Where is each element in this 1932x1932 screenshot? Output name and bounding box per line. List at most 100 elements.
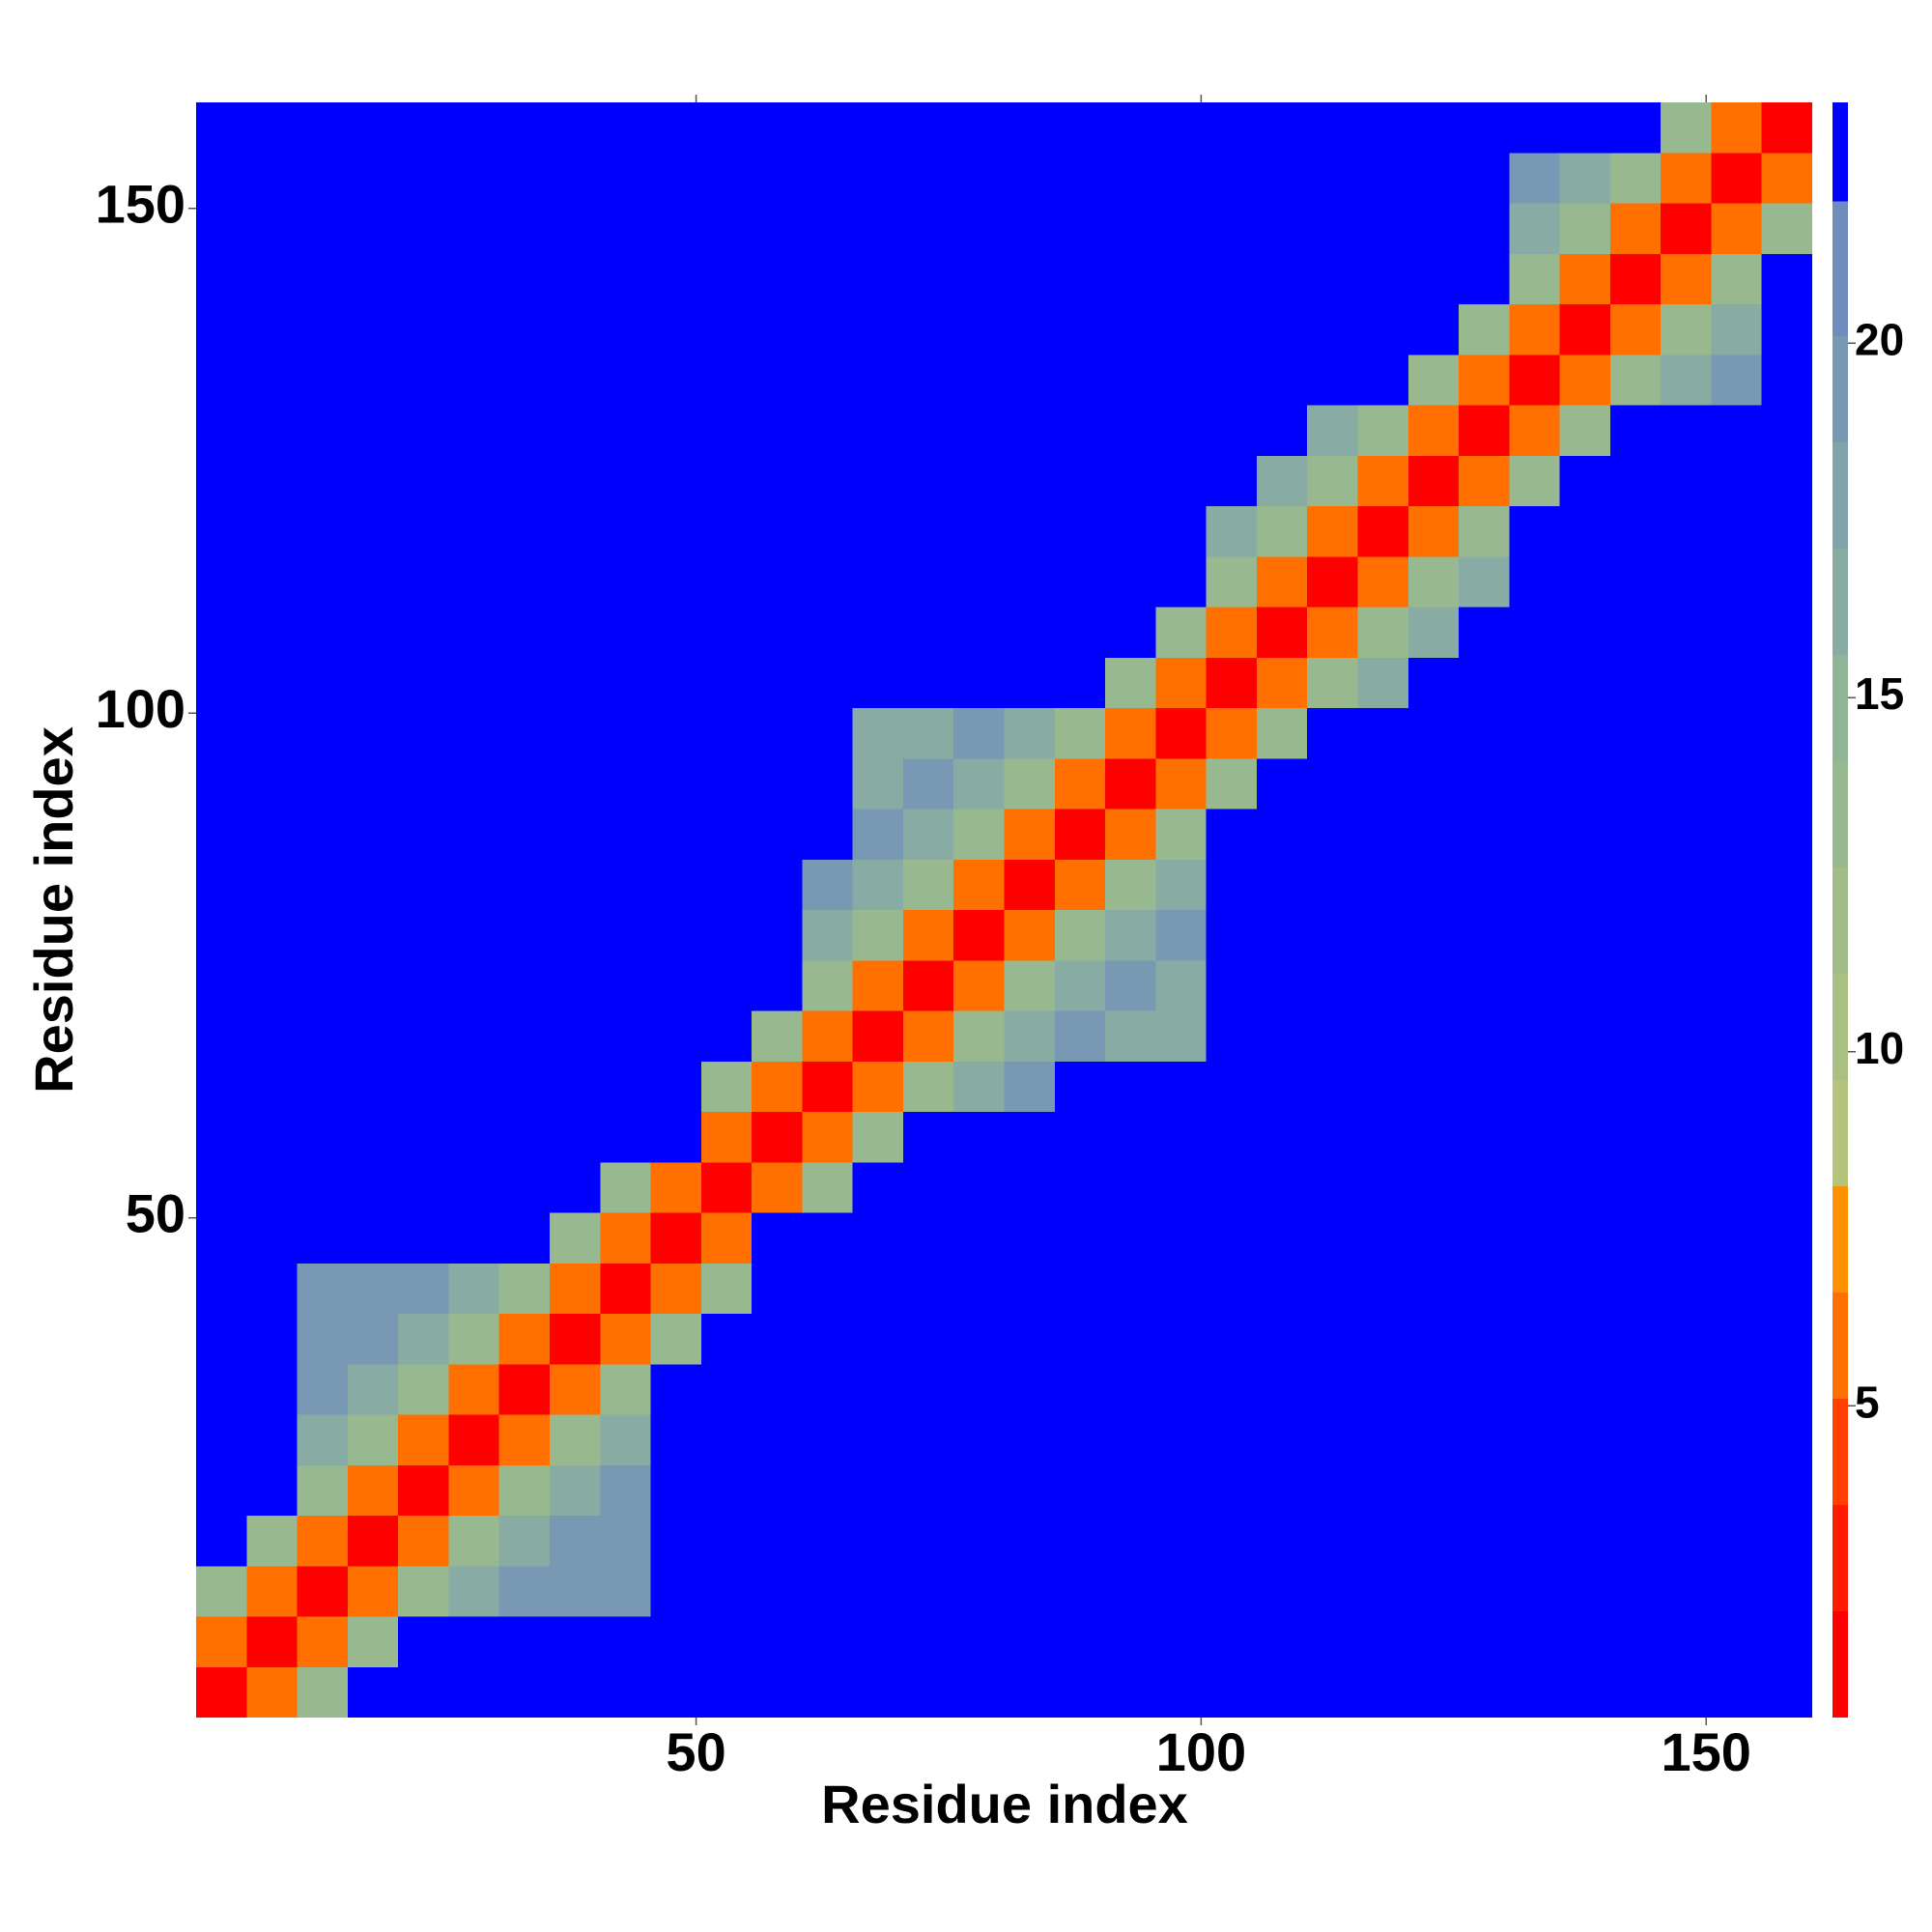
heatmap-cell: [398, 809, 449, 860]
heatmap-cell: [347, 455, 399, 506]
heatmap-cell: [1105, 758, 1156, 810]
heatmap-cell: [1105, 405, 1156, 456]
heatmap-cell: [1105, 203, 1156, 254]
heatmap-cell: [752, 253, 803, 304]
heatmap-cell: [953, 708, 1005, 759]
heatmap-cell: [1004, 1263, 1055, 1314]
heatmap-cell: [902, 405, 954, 456]
heatmap-cell: [1357, 657, 1408, 708]
heatmap-cell: [802, 355, 853, 406]
heatmap-cell: [1407, 556, 1460, 608]
heatmap-cell: [600, 1314, 651, 1365]
heatmap-cell: [650, 708, 701, 759]
heatmap-cell: [1609, 809, 1662, 860]
x-axis-title: Residue index: [821, 1774, 1188, 1834]
heatmap-cell: [802, 102, 853, 154]
heatmap-cell: [1307, 455, 1358, 506]
heatmap-cell: [1004, 506, 1055, 557]
heatmap-cell: [650, 1061, 701, 1112]
heatmap-cell: [1256, 1263, 1308, 1314]
heatmap-cell: [549, 1364, 601, 1415]
heatmap-cell: [498, 405, 550, 456]
heatmap-cell: [448, 1516, 499, 1567]
heatmap-cell: [347, 910, 399, 961]
heatmap-cell: [1307, 1314, 1358, 1365]
heatmap-cell: [1559, 1212, 1610, 1264]
heatmap-cell: [1004, 102, 1055, 154]
heatmap-cell: [953, 102, 1005, 154]
heatmap-cell: [196, 506, 247, 557]
heatmap-cell: [1761, 809, 1812, 860]
heatmap-cell: [1307, 1162, 1358, 1213]
heatmap-cell: [1206, 1414, 1257, 1465]
heatmap-cell: [953, 657, 1005, 708]
heatmap-cell: [347, 1666, 399, 1718]
heatmap-cell: [700, 556, 753, 608]
heatmap-cell: [448, 859, 499, 910]
heatmap-cell: [1711, 1464, 1762, 1516]
heatmap-cell: [1609, 1414, 1662, 1465]
heatmap-cell: [852, 153, 903, 204]
heatmap-cell: [549, 708, 601, 759]
heatmap-cell: [700, 1162, 753, 1213]
heatmap-cell: [1054, 1464, 1106, 1516]
heatmap-cell: [398, 960, 449, 1011]
heatmap-cell: [1256, 1061, 1308, 1112]
heatmap-cell: [650, 1162, 701, 1213]
heatmap-cell: [448, 304, 499, 355]
heatmap-cell: [1407, 304, 1460, 355]
heatmap-cell: [1357, 1666, 1408, 1718]
heatmap-cell: [1004, 1212, 1055, 1264]
heatmap-cell: [752, 758, 803, 810]
heatmap-cell: [802, 960, 853, 1011]
colorbar-segment: [1833, 1186, 1848, 1293]
heatmap-cell: [1711, 758, 1762, 810]
heatmap-cell: [1256, 556, 1308, 608]
heatmap-cell: [297, 1464, 348, 1516]
heatmap-cell: [1105, 304, 1156, 355]
heatmap-cell: [297, 657, 348, 708]
heatmap-cell: [802, 1566, 853, 1617]
heatmap-cell: [1054, 304, 1106, 355]
heatmap-cell: [1004, 253, 1055, 304]
heatmap-cell: [600, 1516, 651, 1567]
heatmap-cell: [1054, 1010, 1106, 1062]
heatmap-cell: [196, 1112, 247, 1163]
heatmap-cell: [1559, 657, 1610, 708]
heatmap-cell: [196, 910, 247, 961]
heatmap-cell: [1357, 1112, 1408, 1163]
heatmap-cell: [1761, 102, 1812, 154]
heatmap-cell: [549, 1464, 601, 1516]
heatmap-cell: [1761, 304, 1812, 355]
heatmap-cell: [1459, 657, 1510, 708]
heatmap-cell: [752, 1162, 803, 1213]
heatmap-cell: [549, 203, 601, 254]
heatmap-cell: [1256, 657, 1308, 708]
heatmap-cell: [1559, 1364, 1610, 1415]
heatmap-cell: [1307, 859, 1358, 910]
heatmap-cell: [398, 253, 449, 304]
heatmap-cell: [347, 355, 399, 406]
heatmap-cell: [1004, 203, 1055, 254]
heatmap-cell: [1609, 304, 1662, 355]
heatmap-cell: [1559, 607, 1610, 658]
heatmap-cell: [752, 1061, 803, 1112]
heatmap-cell: [1559, 1061, 1610, 1112]
heatmap-cell: [1357, 355, 1408, 406]
heatmap-cell: [1105, 1212, 1156, 1264]
heatmap-cell: [1206, 455, 1257, 506]
heatmap-cell: [650, 758, 701, 810]
heatmap-cell: [1307, 253, 1358, 304]
heatmap-cell: [1206, 910, 1257, 961]
heatmap-cell: [347, 1516, 399, 1567]
heatmap-cell: [1459, 859, 1510, 910]
heatmap-cell: [1559, 1010, 1610, 1062]
heatmap-cell: [953, 1364, 1005, 1415]
heatmap-cell: [246, 506, 298, 557]
heatmap-cell: [246, 455, 298, 506]
heatmap-cell: [1054, 102, 1106, 154]
heatmap-cell: [1761, 405, 1812, 456]
heatmap-cell: [752, 657, 803, 708]
colorbar-segment: [1833, 655, 1848, 761]
heatmap-cell: [1004, 809, 1055, 860]
